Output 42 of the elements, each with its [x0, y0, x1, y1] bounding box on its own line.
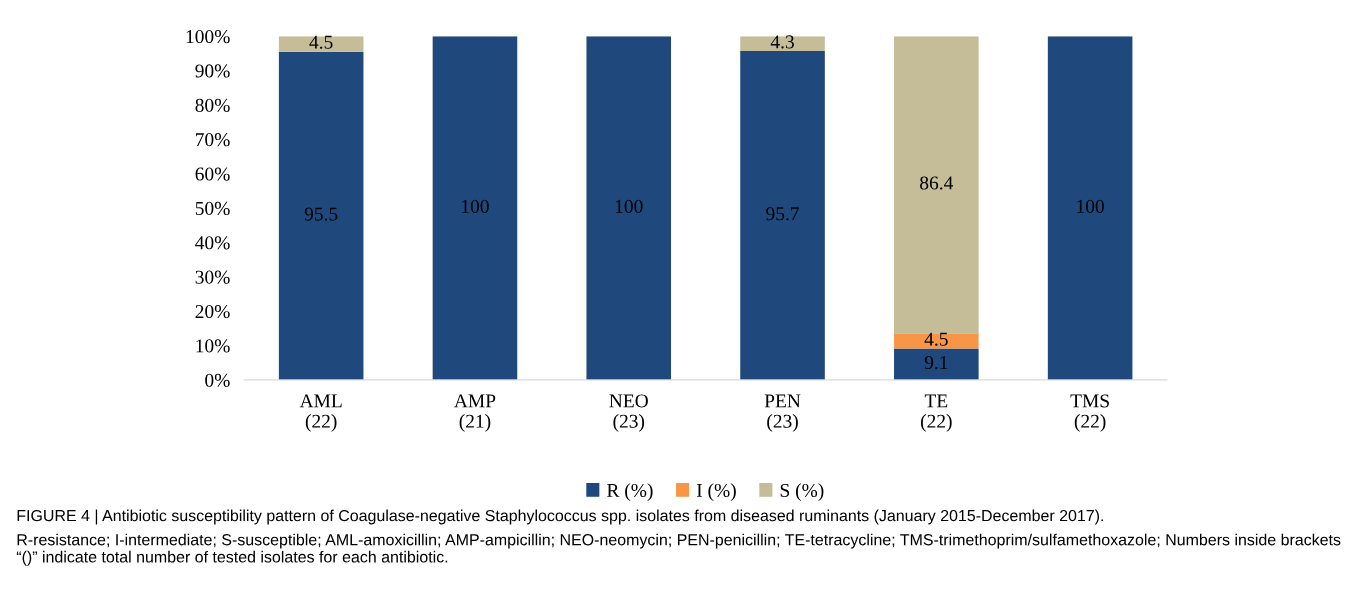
legend-label: S (%)	[780, 483, 824, 501]
data-label: 95.7	[766, 207, 799, 221]
y-tick-label: 30%	[195, 270, 230, 284]
y-tick-label: 0%	[205, 373, 230, 387]
bar	[1047, 36, 1133, 380]
data-label: 9.1	[924, 356, 948, 370]
y-tick-label: 70%	[196, 133, 230, 147]
caption: FIGURE 4 | Antibiotic susceptibility pattern of Coagulase-negative Staphylococcus spp. isolates from diseased ruminants (January 2015-December 2017).	[17, 509, 1103, 525]
bar	[740, 36, 825, 51]
data-label: 86.4	[920, 176, 954, 190]
y-tick-label: 40%	[195, 236, 230, 250]
x-tick-label: AMP (21)	[454, 394, 496, 432]
y-tick-label: 20%	[195, 304, 230, 319]
text: R-resistance; I-intermediate; S-susceptible; AML-amoxicillin; AMP-ampicillin; NEO-neomycin; PEN-penicillin; TE-tetracycline; TMS-trimethoprim/sulfamethoxazole; Numbers inside brackets “()” indicate total number of tested isolates for each antibiotic.	[16, 533, 1341, 566]
y-tick-label: 100%	[186, 30, 230, 44]
legend-label: R (%)	[607, 483, 653, 501]
data-label: 4.3	[770, 35, 794, 49]
x-tick-label: PEN (23)	[764, 394, 801, 432]
bar	[894, 36, 979, 334]
x-tick-label: NEO (23)	[609, 394, 648, 432]
y-tick-label: 60%	[195, 167, 230, 181]
bar	[894, 348, 979, 380]
data-label: 4.5	[309, 35, 333, 49]
data-label: 4.5	[924, 332, 948, 346]
y-tick-label: 10%	[196, 339, 230, 353]
x-tick-label: AML (22)	[299, 394, 342, 432]
bar	[740, 50, 825, 380]
x-tick-label: TMS (22)	[1070, 394, 1109, 432]
bar	[278, 51, 364, 380]
y-tick-label: 90%	[195, 64, 230, 78]
legend-label: I (%)	[696, 483, 736, 501]
data-label: 100	[1077, 199, 1104, 213]
data-label: 95.5	[304, 207, 338, 221]
data-label: 100	[462, 199, 489, 213]
bar	[278, 36, 364, 52]
bar	[432, 36, 518, 380]
bar	[894, 333, 979, 349]
bar	[586, 36, 672, 380]
y-tick-label: 50%	[195, 201, 230, 216]
x-tick-label: TE (22)	[920, 394, 952, 432]
data-label: 100	[615, 199, 643, 213]
y-tick-label: 80%	[195, 98, 230, 112]
